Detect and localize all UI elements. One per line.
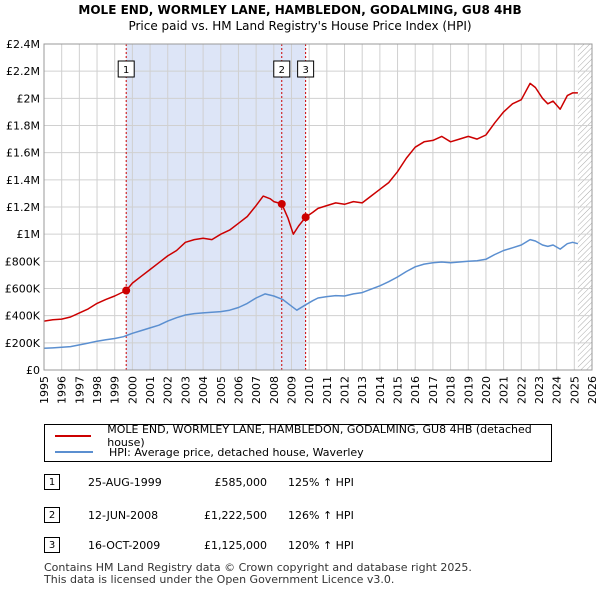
- x-tick-label: 2010: [303, 376, 316, 404]
- sale-number-box: [117, 60, 135, 78]
- price-chart: 1 2 3 £0 £200K £400K £600K £800K £1M £1.2M £1.4M £1…: [5, 38, 599, 404]
- y-tick-label: £400K: [5, 310, 41, 323]
- x-tick-label: 2022: [515, 376, 528, 404]
- sale-date: 25-AUG-1999: [88, 475, 162, 489]
- property-series-line: [44, 82, 578, 322]
- y-tick-label: £1.6M: [6, 147, 40, 160]
- legend-item-property: MOLE END, WORMLEY LANE, HAMBLEDON, GODAL…: [55, 423, 551, 449]
- table-row: 3 16-OCT-2009 £1,125,000 120% ↑ HPI: [44, 535, 354, 555]
- x-tick-label: 2025: [568, 376, 581, 404]
- legend: MOLE END, WORMLEY LANE, HAMBLEDON, GODAL…: [44, 423, 552, 462]
- sale-number-label: 3: [302, 65, 308, 76]
- y-tick-label: £600K: [5, 283, 41, 296]
- chart-title: MOLE END, WORMLEY LANE, HAMBLEDON, GODAL…: [78, 3, 522, 17]
- table-row: 2 12-JUN-2008 £1,222,500 126% ↑ HPI: [44, 505, 354, 525]
- y-tick-label: £1.8M: [6, 120, 40, 133]
- sale-price: £1,125,000: [204, 538, 267, 552]
- x-tick-label: 2015: [392, 376, 405, 404]
- x-tick-label: 1998: [91, 376, 104, 404]
- x-tick-label: 2000: [126, 376, 139, 404]
- x-tick-label: 2001: [144, 376, 157, 404]
- x-tick-label: 2026: [586, 376, 599, 404]
- legend-label-hpi: HPI: Average price, detached house, Wave…: [109, 445, 364, 459]
- sale-date: 12-JUN-2008: [88, 508, 159, 522]
- sale-point: [277, 199, 286, 208]
- y-tick-label: £1M: [17, 228, 41, 241]
- x-tick-label: 2011: [321, 376, 334, 404]
- y-tick-label: £2.2M: [6, 65, 40, 78]
- x-tick-label: 2018: [445, 376, 458, 404]
- sale-point: [122, 286, 131, 295]
- y-tick-label: £200K: [5, 337, 41, 350]
- sale-hpi-change: 125% ↑ HPI: [288, 475, 354, 489]
- footer-copyright: Contains HM Land Registry data © Crown c…: [44, 561, 472, 574]
- hpi-series-line: [44, 238, 579, 350]
- x-tick-label: 2020: [480, 376, 493, 404]
- x-tick-label: 2005: [215, 376, 228, 404]
- legend-line-property: [55, 435, 92, 437]
- legend-label-property: MOLE END, WORMLEY LANE, HAMBLEDON, GODAL…: [107, 423, 532, 449]
- sale-hpi-change: 126% ↑ HPI: [288, 508, 354, 522]
- x-tick-label: 2024: [551, 376, 564, 404]
- sale-number-box: [297, 60, 315, 78]
- sale-point: [301, 213, 310, 222]
- x-tick-label: 2019: [462, 376, 475, 404]
- sale-hpi-change: 120% ↑ HPI: [288, 538, 354, 552]
- legend-line-hpi: [55, 451, 93, 453]
- sale-number-label: 2: [279, 65, 285, 76]
- x-tick-label: 2021: [498, 376, 511, 404]
- y-tick-label: £0: [26, 364, 40, 377]
- sale-price: £585,000: [214, 475, 268, 489]
- sale-number-badge: 1: [44, 474, 60, 490]
- sale-number-badge: 2: [44, 507, 60, 523]
- x-tick-label: 2014: [374, 376, 387, 404]
- sale-price: £1,222,500: [204, 508, 267, 522]
- x-tick-label: 2007: [250, 376, 263, 404]
- x-tick-label: 2016: [409, 376, 422, 404]
- sale-number-badge: 3: [44, 537, 60, 553]
- y-tick-label: £800K: [5, 255, 41, 268]
- sale-number-label: 1: [123, 65, 129, 76]
- x-tick-label: 1995: [38, 376, 51, 404]
- x-tick-label: 1996: [56, 376, 69, 404]
- chart-subtitle: Price paid vs. HM Land Registry's House …: [128, 19, 472, 33]
- x-tick-label: 1997: [73, 376, 86, 404]
- x-tick-label: 2017: [427, 376, 440, 404]
- x-tick-label: 2002: [162, 376, 175, 404]
- x-tick-label: 2012: [339, 376, 352, 404]
- x-tick-label: 2008: [268, 376, 281, 404]
- sale-number-box: [273, 60, 291, 78]
- y-tick-label: £1.2M: [6, 201, 40, 214]
- y-tick-label: £2.4M: [6, 38, 40, 51]
- x-tick-label: 2013: [356, 376, 369, 404]
- y-tick-label: £2M: [17, 92, 41, 105]
- table-row: 1 25-AUG-1999 £585,000 125% ↑ HPI: [44, 472, 354, 492]
- x-tick-label: 2009: [285, 376, 298, 404]
- plot-frame: [43, 43, 593, 371]
- legend-item-hpi: HPI: Average price, detached house, Wave…: [55, 444, 364, 460]
- x-tick-label: 2023: [533, 376, 546, 404]
- footer-licence: This data is licensed under the Open Gov…: [44, 573, 395, 586]
- x-tick-label: 2006: [232, 376, 245, 404]
- x-tick-label: 2003: [179, 376, 192, 404]
- sale-date: 16-OCT-2009: [88, 538, 161, 552]
- y-tick-label: £1.4M: [6, 174, 40, 187]
- x-tick-label: 1999: [109, 376, 122, 404]
- x-tick-label: 2004: [197, 376, 210, 404]
